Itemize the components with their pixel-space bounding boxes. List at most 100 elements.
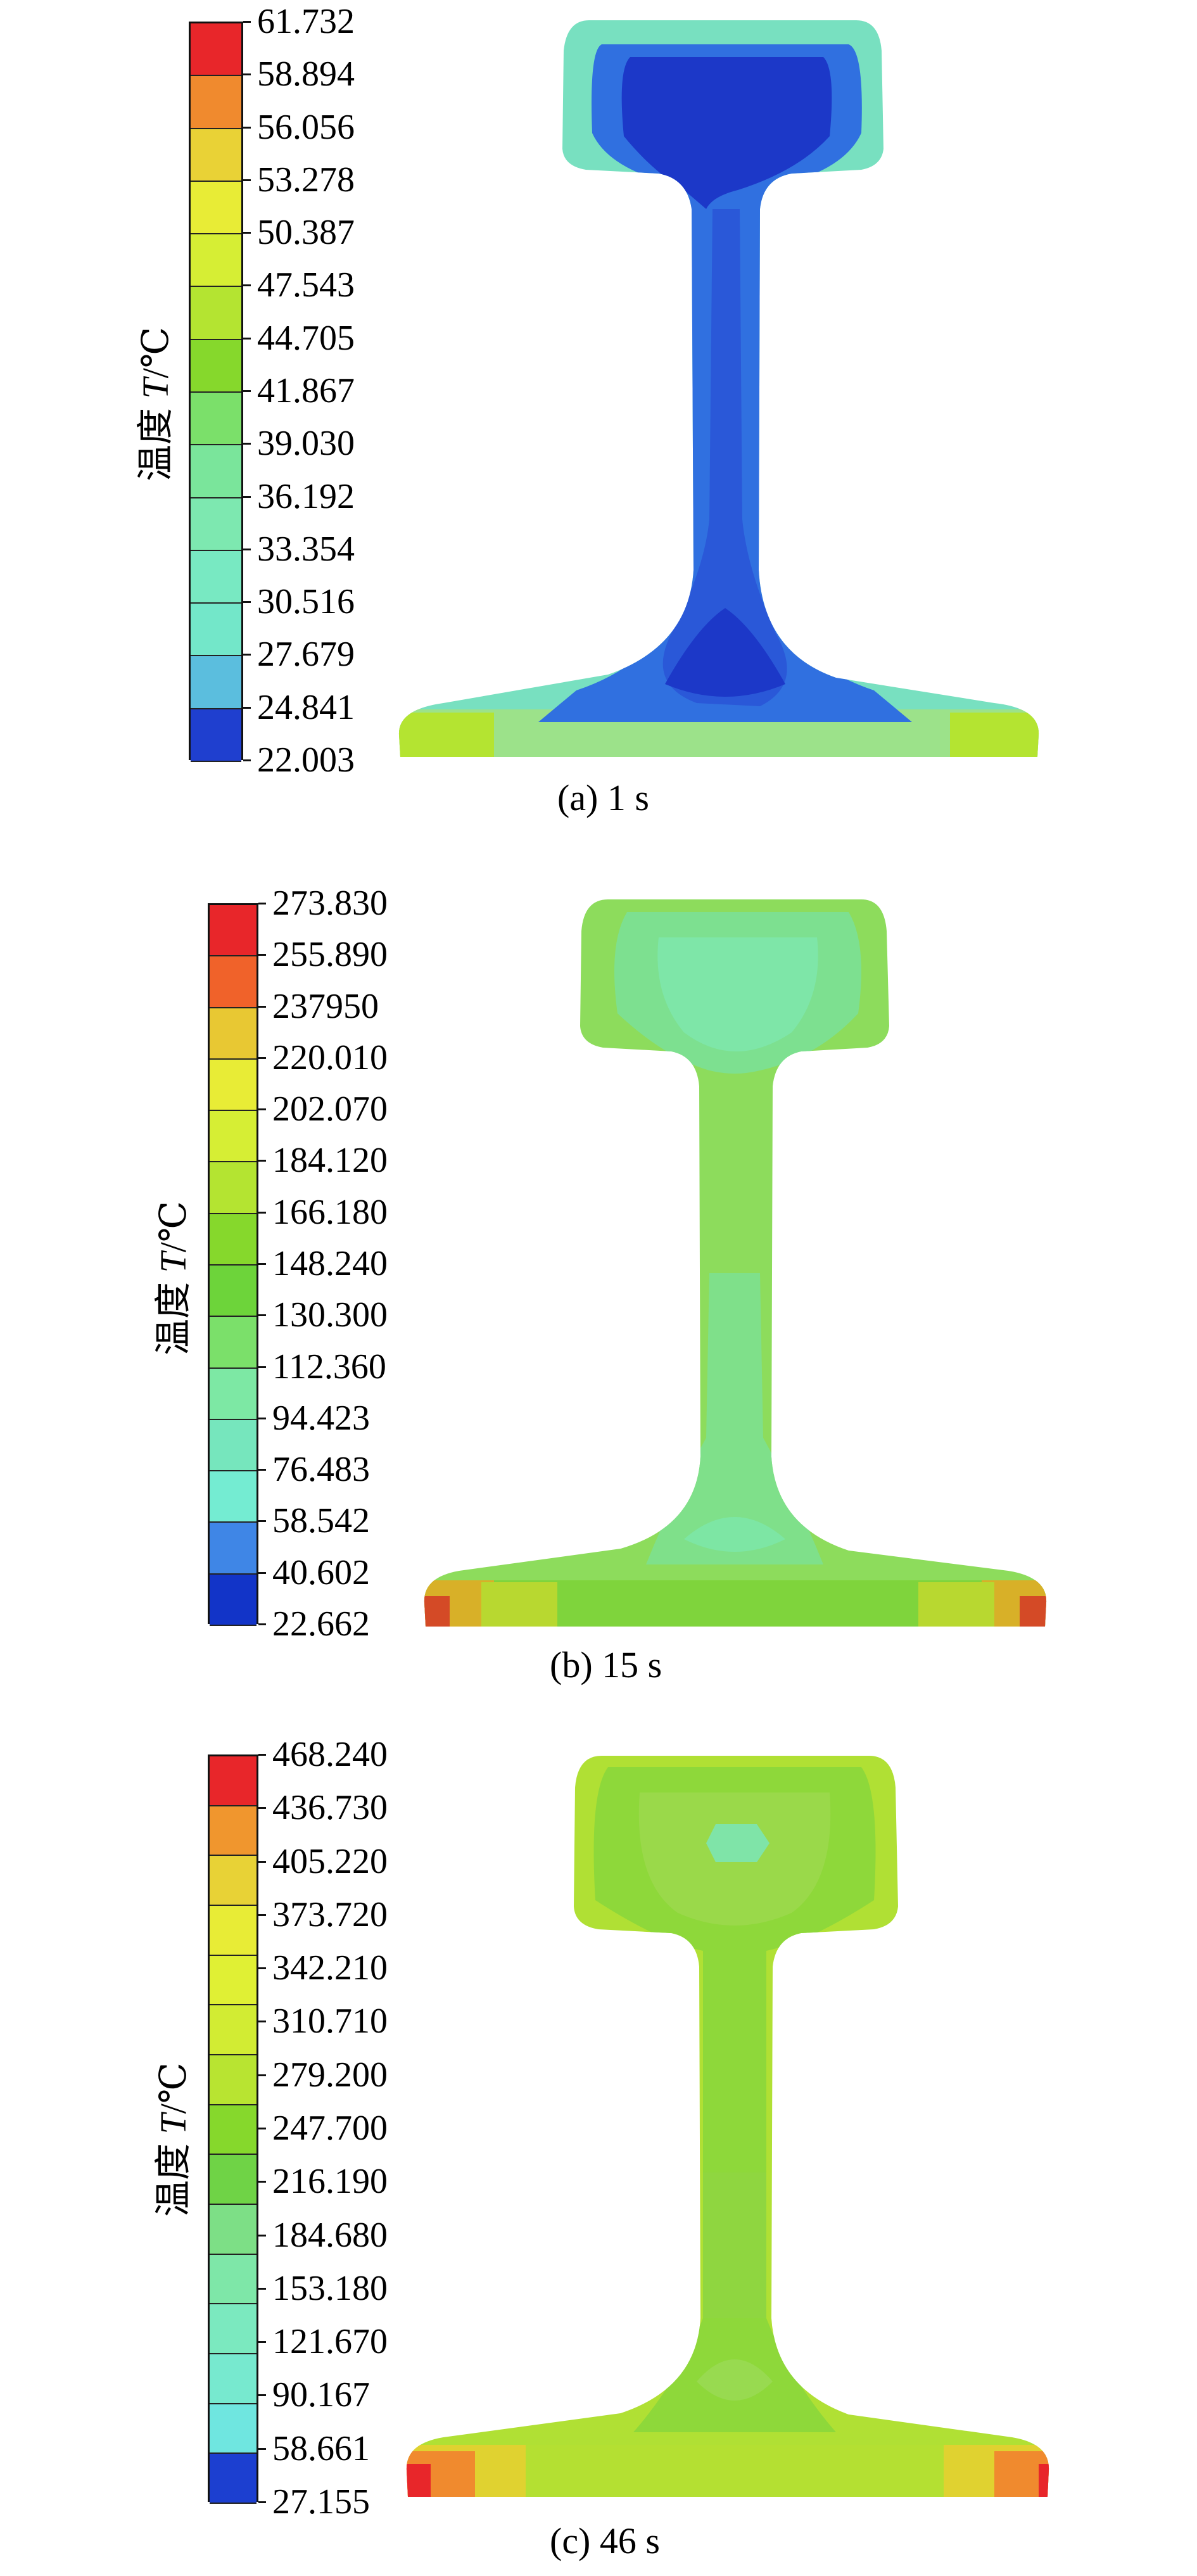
colorbar-cell [210, 2155, 256, 2205]
colorbar-tick-mark [258, 1754, 266, 1756]
colorbar-tick-mark [258, 1967, 266, 1970]
colorbar-tick-label: 40.602 [272, 1552, 370, 1592]
colorbar-tick-mark [258, 2234, 266, 2237]
colorbar-tick-label: 273.830 [272, 884, 388, 923]
colorbar-cell [191, 393, 241, 446]
colorbar-tick-mark [243, 73, 251, 76]
colorbar-tick-label: 27.679 [257, 635, 355, 675]
colorbar-cell [210, 1471, 256, 1523]
colorbar-tick-mark [258, 1056, 266, 1059]
colorbar-tick-mark [258, 2341, 266, 2344]
colorbar-tick-label: 121.670 [272, 2322, 388, 2362]
colorbar-tick-label: 237950 [272, 986, 379, 1026]
colorbar-tick-mark [258, 2394, 266, 2397]
colorbar-cell [191, 498, 241, 551]
colorbar-tick-mark [243, 284, 251, 287]
colorbar-tick-mark [243, 21, 251, 23]
colorbar-tick-label: 58.542 [272, 1501, 370, 1541]
colorbar-tick-mark [258, 1108, 266, 1111]
colorbar-cell [191, 604, 241, 657]
colorbar-tick-label: 184.680 [272, 2215, 388, 2255]
colorbar-tick-label: 247.700 [272, 2109, 388, 2148]
colorbar-tick-mark [243, 759, 251, 761]
caption-c: (c) 46 s [550, 2520, 660, 2561]
colorbar-cell [210, 1317, 256, 1369]
colorbar-cell [210, 1266, 256, 1317]
colorbar-cell [210, 1806, 256, 1856]
colorbar-tick-label: 148.240 [272, 1244, 388, 1283]
colorbar-tick-label: 90.167 [272, 2375, 370, 2415]
colorbar-tick-label: 50.387 [257, 213, 355, 253]
colorbar-tick-mark [258, 2287, 266, 2290]
caption-b: (b) 15 s [550, 1644, 662, 1685]
colorbar-tick-label: 202.070 [272, 1089, 388, 1129]
panel-c: 468.240 436.730 405.220 373.720 342.210 310.7… [0, 1729, 1197, 2576]
rail-temperature-contour-b [424, 899, 1047, 1627]
colorbar-cell [210, 956, 256, 1008]
colorbar-cell [210, 1162, 256, 1214]
colorbar-tick-mark [258, 1913, 266, 1916]
colorbar-tick-mark [243, 495, 251, 498]
colorbar-tick-mark [258, 2021, 266, 2023]
colorbar-tick-mark [243, 548, 251, 550]
colorbar-cell [210, 1214, 256, 1266]
rail-temperature-contour-c [406, 1756, 1049, 2497]
colorbar-tick-label: 220.010 [272, 1037, 388, 1077]
colorbar-tick-mark [258, 1005, 266, 1008]
colorbar-tick-label: 130.300 [272, 1295, 388, 1335]
colorbar-cell [191, 234, 241, 288]
colorbar-tick-label: 41.867 [257, 371, 355, 410]
rail-temperature-contour-a [398, 20, 1039, 757]
colorbar-tick-mark [258, 2447, 266, 2450]
colorbar-tick-label: 22.662 [272, 1604, 370, 1644]
colorbar-tick-mark [258, 1263, 266, 1265]
colorbar-tick-mark [243, 390, 251, 392]
colorbar-cell [191, 445, 241, 498]
colorbar-tick-mark [258, 1807, 266, 1810]
colorbar-a [189, 22, 243, 762]
colorbar-tick-label: 33.354 [257, 529, 355, 569]
colorbar-tick-label: 342.210 [272, 1948, 388, 1988]
colorbar-tick-mark [258, 1211, 266, 1214]
colorbar-tick-label: 310.710 [272, 2002, 388, 2041]
colorbar-tick-label: 373.720 [272, 1894, 388, 1934]
colorbar-cell [191, 709, 241, 762]
colorbar-tick-label: 39.030 [257, 424, 355, 464]
colorbar-cell [210, 1756, 256, 1806]
colorbar-cell [210, 1574, 256, 1626]
colorbar-tick-label: 279.200 [272, 2055, 388, 2095]
colorbar-cell [191, 287, 241, 340]
colorbar-tick-mark [258, 1469, 266, 1471]
colorbar-tick-mark [243, 706, 251, 709]
colorbar-tick-label: 94.423 [272, 1398, 370, 1438]
colorbar-tick-label: 184.120 [272, 1141, 388, 1181]
colorbar-tick-label: 468.240 [272, 1735, 388, 1774]
panel-b: 273.830 255.890 237950 220.010 202.070 184.12… [0, 868, 1197, 1710]
caption-a: (a) 1 s [557, 777, 649, 818]
colorbar-cell [191, 129, 241, 182]
colorbar-tick-label: 405.220 [272, 1841, 388, 1881]
colorbar-tick-label: 56.056 [257, 107, 355, 147]
colorbar-tick-label: 436.730 [272, 1788, 388, 1828]
colorbar-cell [210, 1008, 256, 1060]
colorbar-tick-label: 166.180 [272, 1192, 388, 1232]
colorbar-cell [191, 550, 241, 604]
colorbar-tick-mark [258, 1571, 266, 1574]
colorbar-tick-label: 44.705 [257, 318, 355, 358]
colorbar-cell [210, 1059, 256, 1112]
colorbar-tick-mark [258, 954, 266, 956]
colorbar-cell [210, 2055, 256, 2105]
colorbar-tick-label: 36.192 [257, 476, 355, 516]
colorbar-cell [210, 1111, 256, 1163]
colorbar-cell [210, 905, 256, 957]
colorbar-tick-label: 112.360 [272, 1347, 386, 1386]
colorbar-tick-mark [258, 1314, 266, 1317]
colorbar-tick-mark [258, 2128, 266, 2129]
colorbar-cell [210, 1955, 256, 2006]
colorbar-tick-mark [243, 443, 251, 445]
colorbar-tick-mark [243, 232, 251, 234]
colorbar-cell [210, 2105, 256, 2155]
colorbar-cell [210, 1368, 256, 1420]
colorbar-tick-mark [258, 1520, 266, 1523]
colorbar-c [208, 1754, 258, 2504]
